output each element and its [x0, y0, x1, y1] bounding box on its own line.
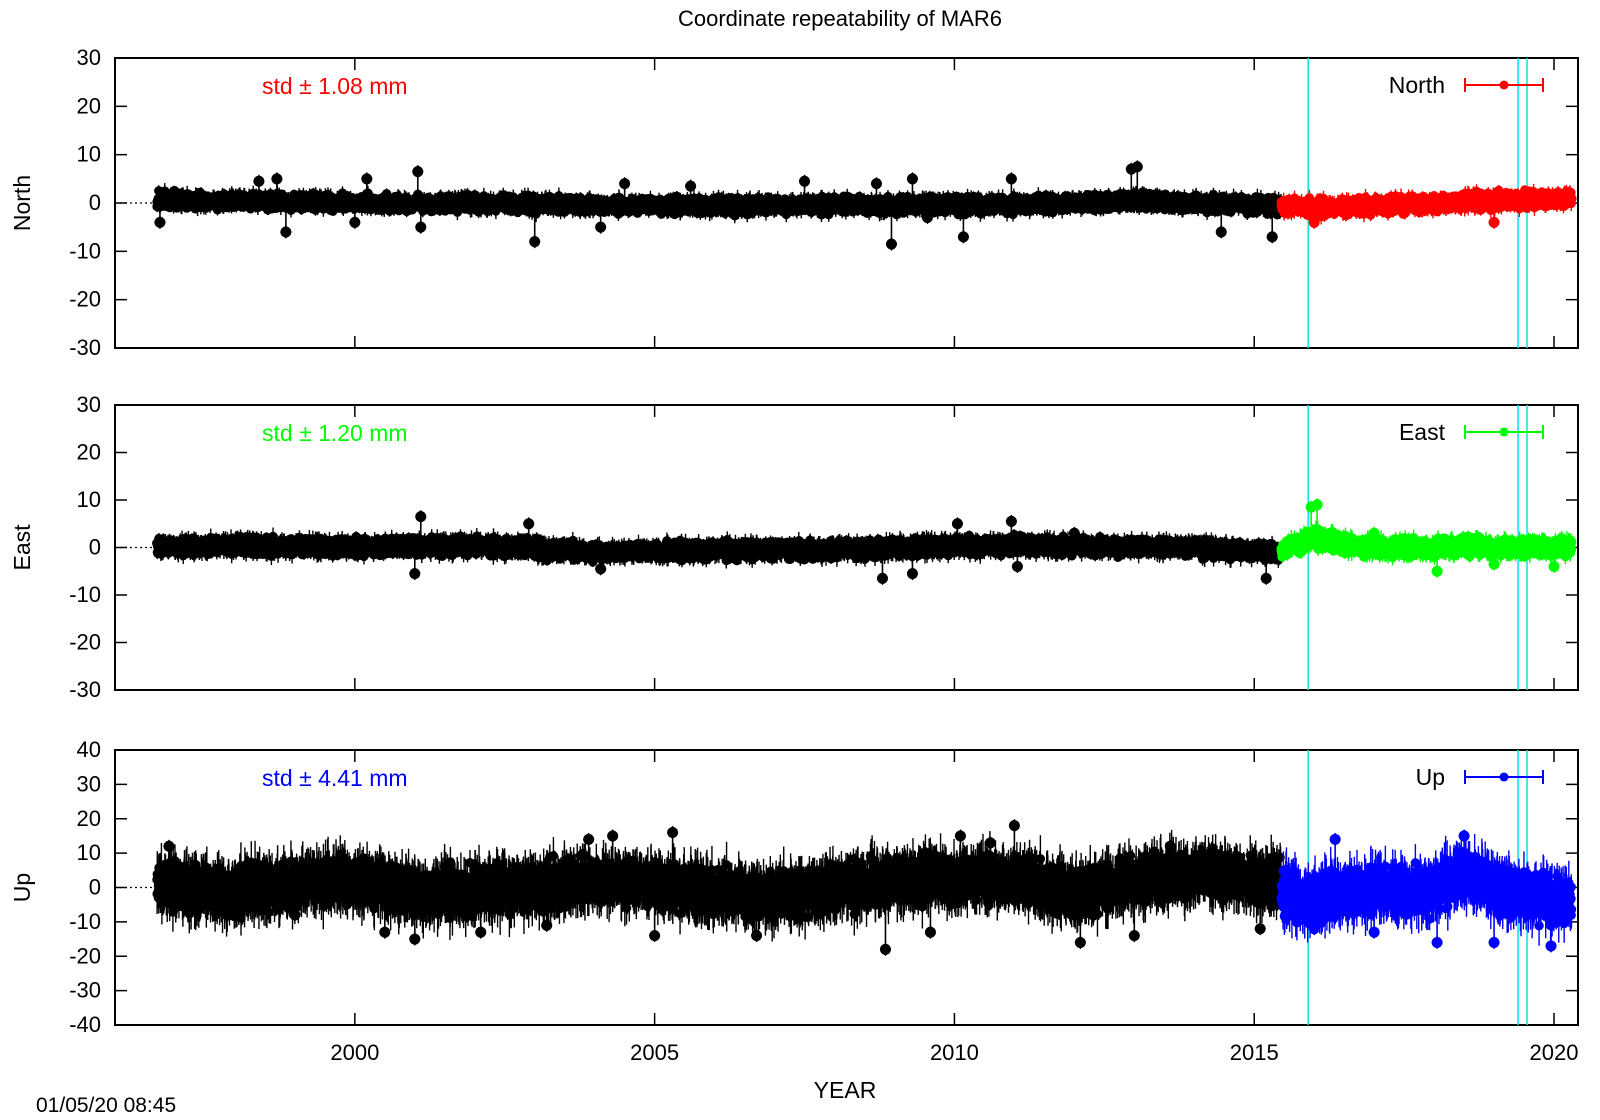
y-tick-label: 20 — [77, 93, 101, 118]
y-tick-label: 0 — [89, 190, 101, 215]
y-tick-label: 30 — [77, 45, 101, 70]
y-tick-label: 10 — [77, 142, 101, 167]
timestamp: 01/05/20 08:45 — [36, 1094, 176, 1117]
y-tick-label: -10 — [69, 238, 101, 263]
series-history — [153, 183, 1285, 223]
chart-title: Coordinate repeatability of MAR6 — [678, 6, 1002, 31]
y-tick-label: -30 — [69, 335, 101, 360]
x-axis-label: YEAR — [814, 1077, 877, 1103]
y-tick-label: -20 — [69, 287, 101, 312]
y-axis-label: North — [9, 175, 35, 231]
